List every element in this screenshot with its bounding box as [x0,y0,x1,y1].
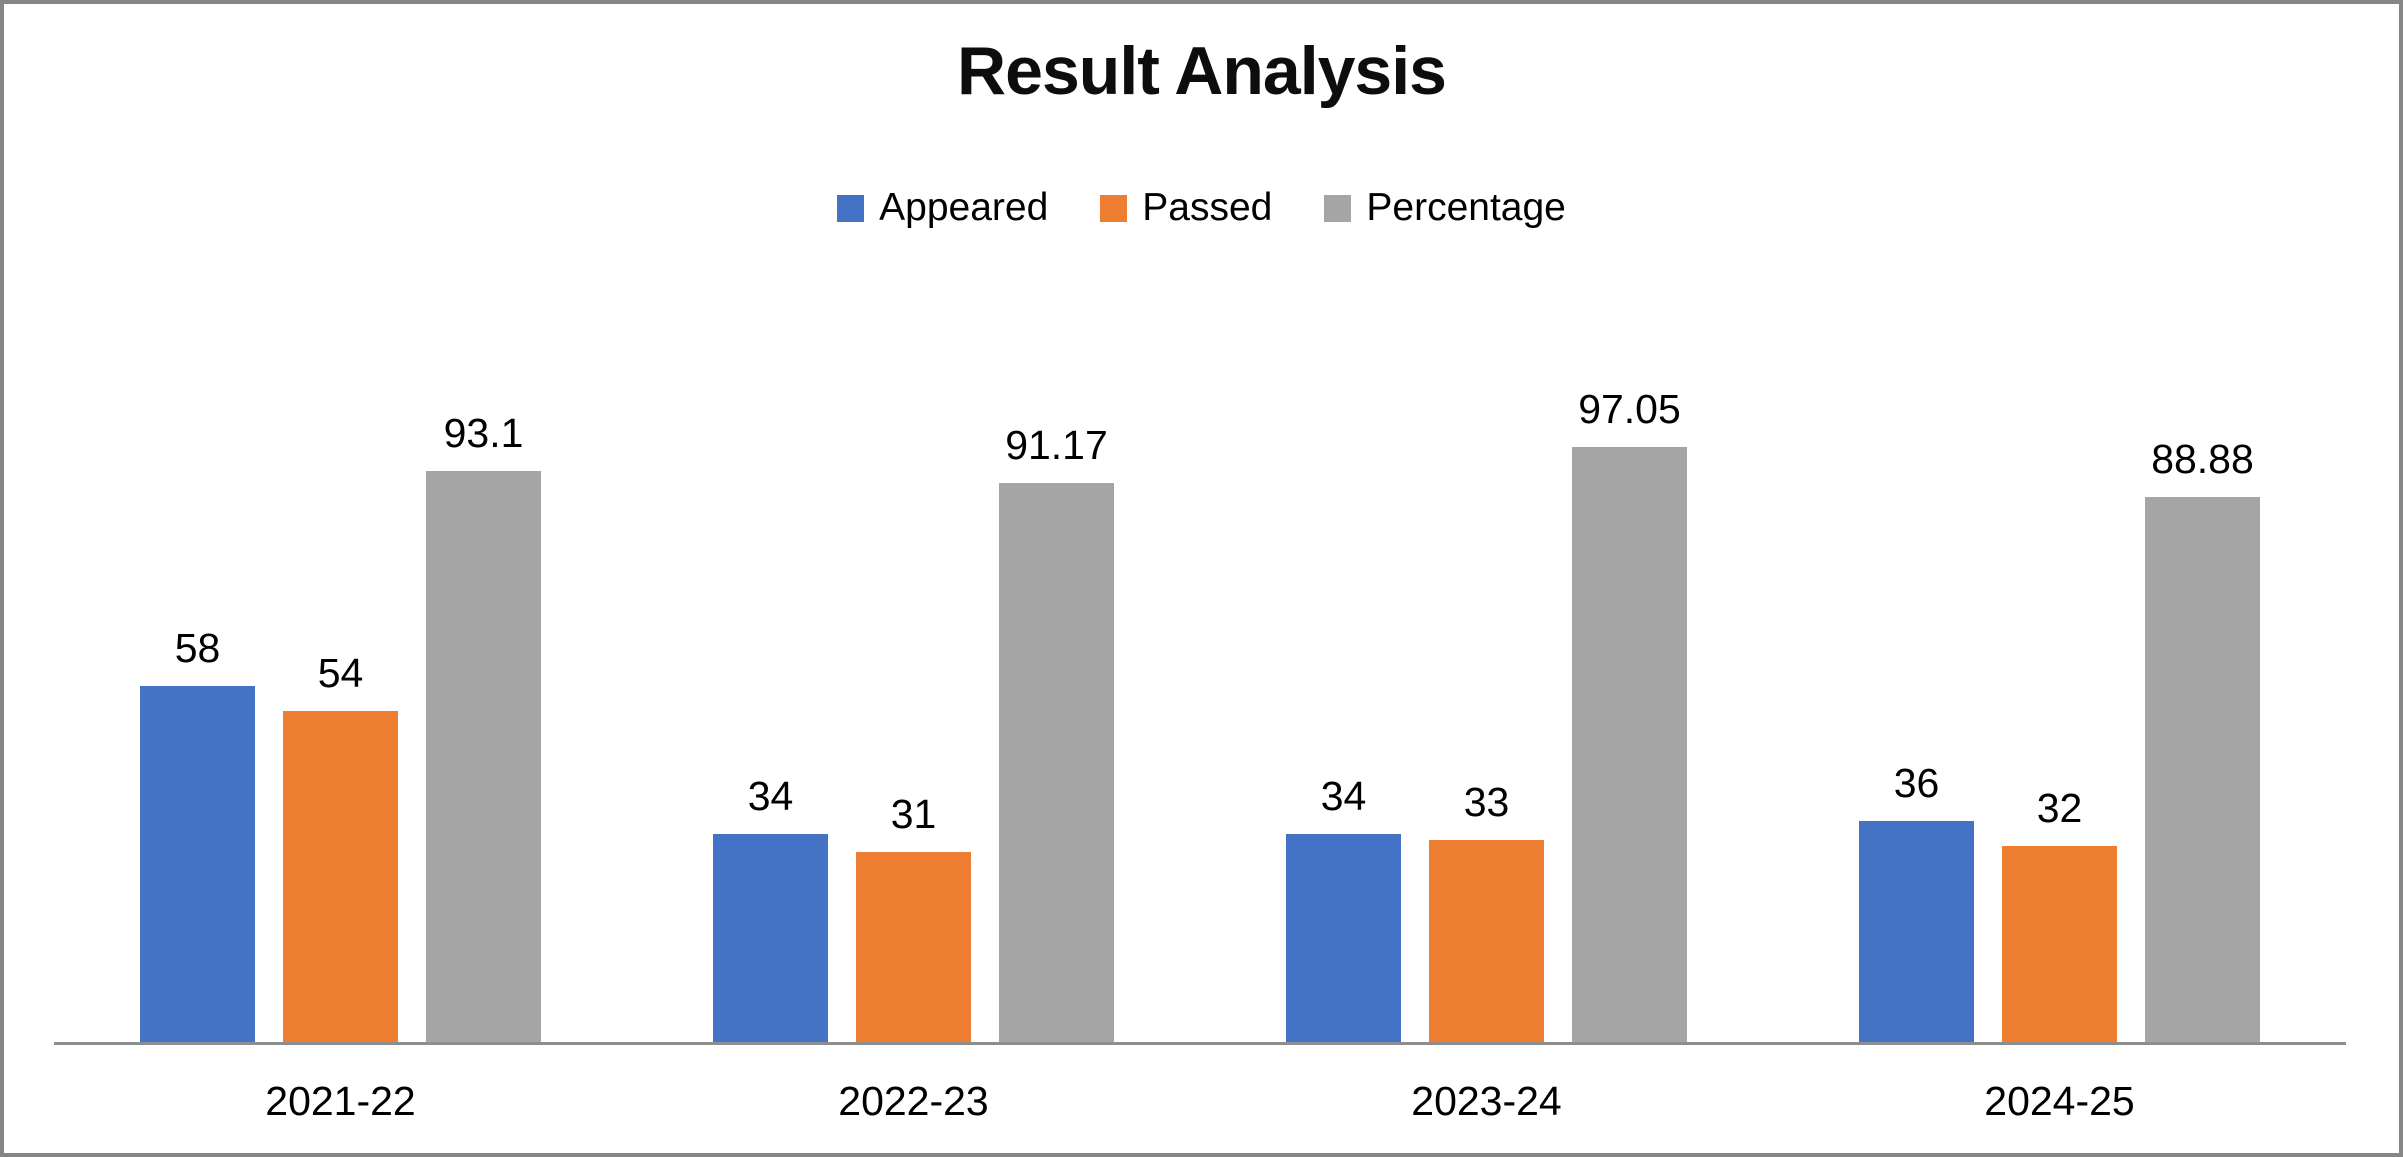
bar-percentage [2145,497,2260,1042]
bar-percentage [999,483,1114,1042]
group-2021-22: 58 54 93.1 [54,4,627,1042]
data-label: 34 [747,772,794,819]
x-axis-line [54,1042,2346,1045]
category-label-2022-23: 2022-23 [838,1078,989,1124]
data-label: 34 [1320,772,1367,819]
bar-cell-appeared-2021-22: 58 [140,625,255,1042]
bar-percentage [1572,447,1687,1042]
legend-label-passed: Passed [1142,186,1273,229]
bar-passed [2002,845,2117,1042]
data-label: 97.05 [1578,386,1681,433]
bar-passed [1429,839,1544,1042]
bar-cell-passed-2022-23: 31 [856,791,971,1042]
legend-item-appeared: Appeared [837,186,1048,230]
data-label: 54 [317,649,364,696]
legend-label-appeared: Appeared [879,186,1049,229]
category-label-2024-25: 2024-25 [1984,1078,2135,1124]
group-2023-24: 34 33 97.05 [1200,4,1773,1042]
group-2022-23: 34 31 91.17 [627,4,1200,1042]
data-label: 91.17 [1005,422,1108,469]
bar-appeared [140,686,255,1042]
bar-cell-passed-2023-24: 33 [1429,779,1544,1042]
data-label: 33 [1463,778,1510,825]
legend-item-passed: Passed [1100,186,1272,230]
bar-cell-appeared-2022-23: 34 [713,773,828,1042]
data-label: 58 [174,625,221,672]
legend-label-percentage: Percentage [1366,186,1566,229]
bar-groups: 58 54 93.1 34 31 [54,4,2346,1042]
legend-item-percentage: Percentage [1324,186,1566,230]
bar-passed [283,710,398,1042]
bar-appeared [1286,833,1401,1042]
data-label: 36 [1893,760,1940,807]
bar-cell-percentage-2021-22: 93.1 [426,410,541,1042]
category-label-2023-24: 2023-24 [1411,1078,1562,1124]
chart-title: Result Analysis [957,33,1447,109]
data-label: 32 [2036,784,2083,831]
bar-appeared [1859,821,1974,1042]
bar-cell-appeared-2024-25: 36 [1859,760,1974,1042]
bar-appeared [713,833,828,1042]
data-label: 88.88 [2151,436,2254,483]
bar-cell-percentage-2024-25: 88.88 [2145,436,2260,1042]
bar-cell-percentage-2023-24: 97.05 [1572,386,1687,1042]
category-label-2021-22: 2021-22 [265,1078,416,1124]
data-label: 31 [890,790,937,837]
bar-cell-appeared-2023-24: 34 [1286,773,1401,1042]
category-axis-labels: 2021-22 2022-23 2023-24 2024-25 [54,1078,2346,1125]
legend-swatch-percentage-icon [1324,194,1352,222]
legend-swatch-appeared-icon [837,194,865,222]
data-label: 93.1 [443,410,524,457]
bar-cell-percentage-2022-23: 91.17 [999,422,1114,1042]
bar-passed [856,851,971,1042]
plot-area: 58 54 93.1 34 31 [54,4,2346,1042]
bar-cell-passed-2024-25: 32 [2002,785,2117,1042]
bar-cell-passed-2021-22: 54 [283,650,398,1042]
legend: Appeared Passed Percentage [4,186,2399,230]
group-2024-25: 36 32 88.88 [1773,4,2346,1042]
legend-swatch-passed-icon [1100,194,1128,222]
bar-percentage [426,471,541,1042]
